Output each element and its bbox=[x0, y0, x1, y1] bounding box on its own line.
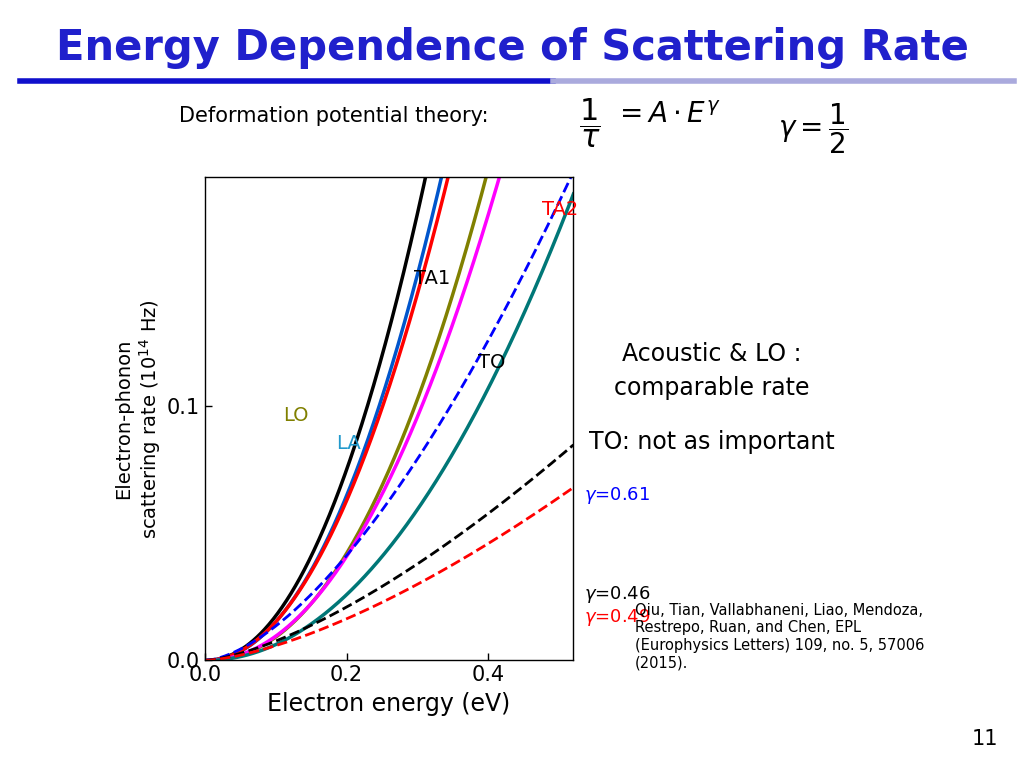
Text: Deformation potential theory:: Deformation potential theory: bbox=[179, 106, 488, 126]
Text: comparable rate: comparable rate bbox=[614, 376, 809, 400]
Y-axis label: Electron-phonon
scattering rate (10$^{14}$ Hz): Electron-phonon scattering rate (10$^{14… bbox=[114, 299, 163, 538]
Text: $\gamma$=0.49: $\gamma$=0.49 bbox=[584, 607, 650, 628]
Text: $= A \cdot E^{\gamma}$: $= A \cdot E^{\gamma}$ bbox=[614, 101, 721, 129]
Text: TO: not as important: TO: not as important bbox=[589, 430, 835, 454]
Text: TA2: TA2 bbox=[542, 200, 578, 219]
X-axis label: Electron energy (eV): Electron energy (eV) bbox=[267, 692, 511, 717]
Text: LA: LA bbox=[336, 434, 360, 453]
Text: LO: LO bbox=[283, 406, 308, 425]
Text: $\gamma = \dfrac{1}{2}$: $\gamma = \dfrac{1}{2}$ bbox=[778, 101, 848, 156]
Text: $\gamma$=0.46: $\gamma$=0.46 bbox=[584, 584, 650, 605]
Text: 11: 11 bbox=[972, 729, 998, 749]
Text: $\gamma$=0.61: $\gamma$=0.61 bbox=[584, 485, 650, 506]
Text: TA1: TA1 bbox=[414, 269, 451, 287]
Text: Energy Dependence of Scattering Rate: Energy Dependence of Scattering Rate bbox=[55, 27, 969, 69]
Text: TO: TO bbox=[478, 353, 505, 372]
Text: Acoustic & LO :: Acoustic & LO : bbox=[622, 342, 802, 366]
Text: $\dfrac{1}{\tau}$: $\dfrac{1}{\tau}$ bbox=[579, 96, 600, 150]
Text: Qiu, Tian, Vallabhaneni, Liao, Mendoza,
Restrepo, Ruan, and Chen, EPL
(Europhysi: Qiu, Tian, Vallabhaneni, Liao, Mendoza, … bbox=[635, 603, 925, 670]
